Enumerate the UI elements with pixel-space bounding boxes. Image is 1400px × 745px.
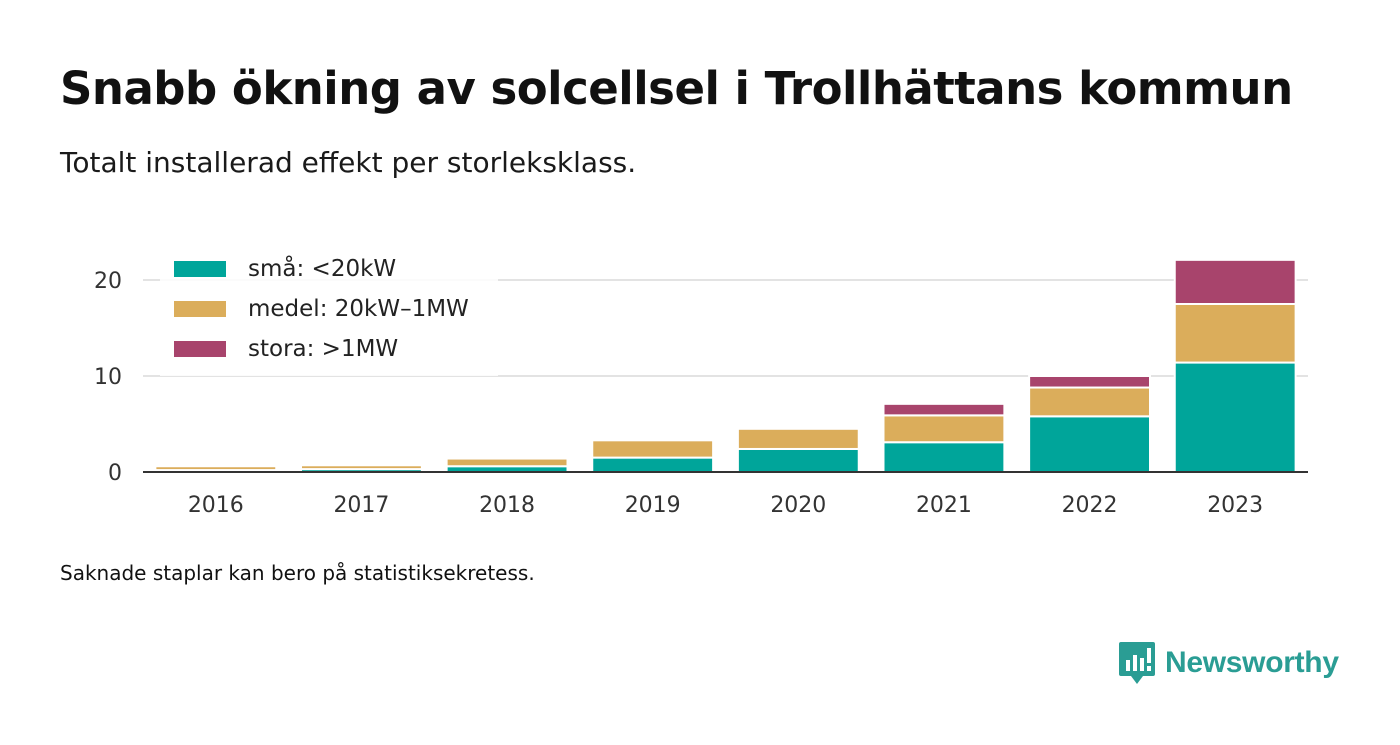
footnote: Saknade staplar kan bero på statistiksek… bbox=[60, 561, 535, 585]
axes: 0 10 20 2016 2017 2018 2019 2020 2021 2022 2023 bbox=[94, 269, 1308, 518]
x-tick-label-2020: 2020 bbox=[770, 493, 826, 518]
bar-2022-series-0 bbox=[1028, 415, 1151, 474]
bar-2021-series-1 bbox=[882, 414, 1006, 444]
legend-swatch-medel bbox=[174, 301, 226, 317]
bar-2019-series-0 bbox=[591, 456, 715, 474]
bar-2023-series-2 bbox=[1173, 258, 1297, 305]
y-tick-label-10: 10 bbox=[94, 365, 122, 390]
legend-label-stora: stora: >1MW bbox=[248, 336, 399, 362]
chart-subtitle: Totalt installerad effekt per storlekskl… bbox=[60, 146, 637, 179]
bar-2017-series-1 bbox=[300, 464, 423, 471]
stacked-bar-chart: 0 10 20 2016 2017 2018 2019 2020 2021 2022 2023 bbox=[94, 258, 1308, 518]
brand-logo[interactable]: Newsworthy bbox=[1117, 640, 1339, 686]
bar-2020-series-1 bbox=[736, 427, 860, 450]
legend-swatch-stora bbox=[174, 341, 226, 357]
x-tick-label-2018: 2018 bbox=[479, 493, 535, 518]
legend-item-sma: små: <20kW bbox=[174, 254, 396, 284]
legend-item-stora: stora: >1MW bbox=[174, 334, 398, 364]
bar-2022-series-2 bbox=[1028, 375, 1151, 389]
x-tick-label-2022: 2022 bbox=[1062, 493, 1118, 518]
bar-2022-series-1 bbox=[1028, 386, 1151, 418]
bar-2023-series-1 bbox=[1173, 303, 1297, 364]
x-tick-label-2016: 2016 bbox=[188, 493, 244, 518]
brand-name: Newsworthy bbox=[1165, 646, 1339, 679]
x-tick-label-2017: 2017 bbox=[333, 493, 389, 518]
bar-2016-series-1 bbox=[154, 465, 278, 472]
chart-title: Snabb ökning av solcellsel i Trollhättan… bbox=[60, 62, 1293, 115]
x-tick-label-2023: 2023 bbox=[1207, 493, 1263, 518]
bar-2020-series-0 bbox=[736, 447, 860, 473]
chart-legend: små: <20kW medel: 20kW–1MW stora: >1MW bbox=[160, 248, 498, 376]
legend-item-medel: medel: 20kW–1MW bbox=[174, 294, 469, 324]
y-tick-label-0: 0 bbox=[108, 461, 122, 486]
bar-2023-series-0 bbox=[1173, 361, 1297, 473]
x-tick-label-2019: 2019 bbox=[625, 493, 681, 518]
newsworthy-logo-icon bbox=[1119, 642, 1155, 684]
legend-swatch-sma bbox=[174, 261, 226, 277]
y-tick-label-20: 20 bbox=[94, 269, 122, 294]
x-tick-label-2021: 2021 bbox=[916, 493, 972, 518]
bar-2019-series-1 bbox=[591, 439, 715, 459]
legend-label-sma: små: <20kW bbox=[248, 256, 397, 282]
bars bbox=[154, 258, 1297, 474]
bar-2021-series-2 bbox=[882, 402, 1006, 417]
bar-2021-series-0 bbox=[882, 441, 1006, 473]
legend-label-medel: medel: 20kW–1MW bbox=[248, 296, 469, 322]
bar-2018-series-1 bbox=[445, 457, 569, 468]
